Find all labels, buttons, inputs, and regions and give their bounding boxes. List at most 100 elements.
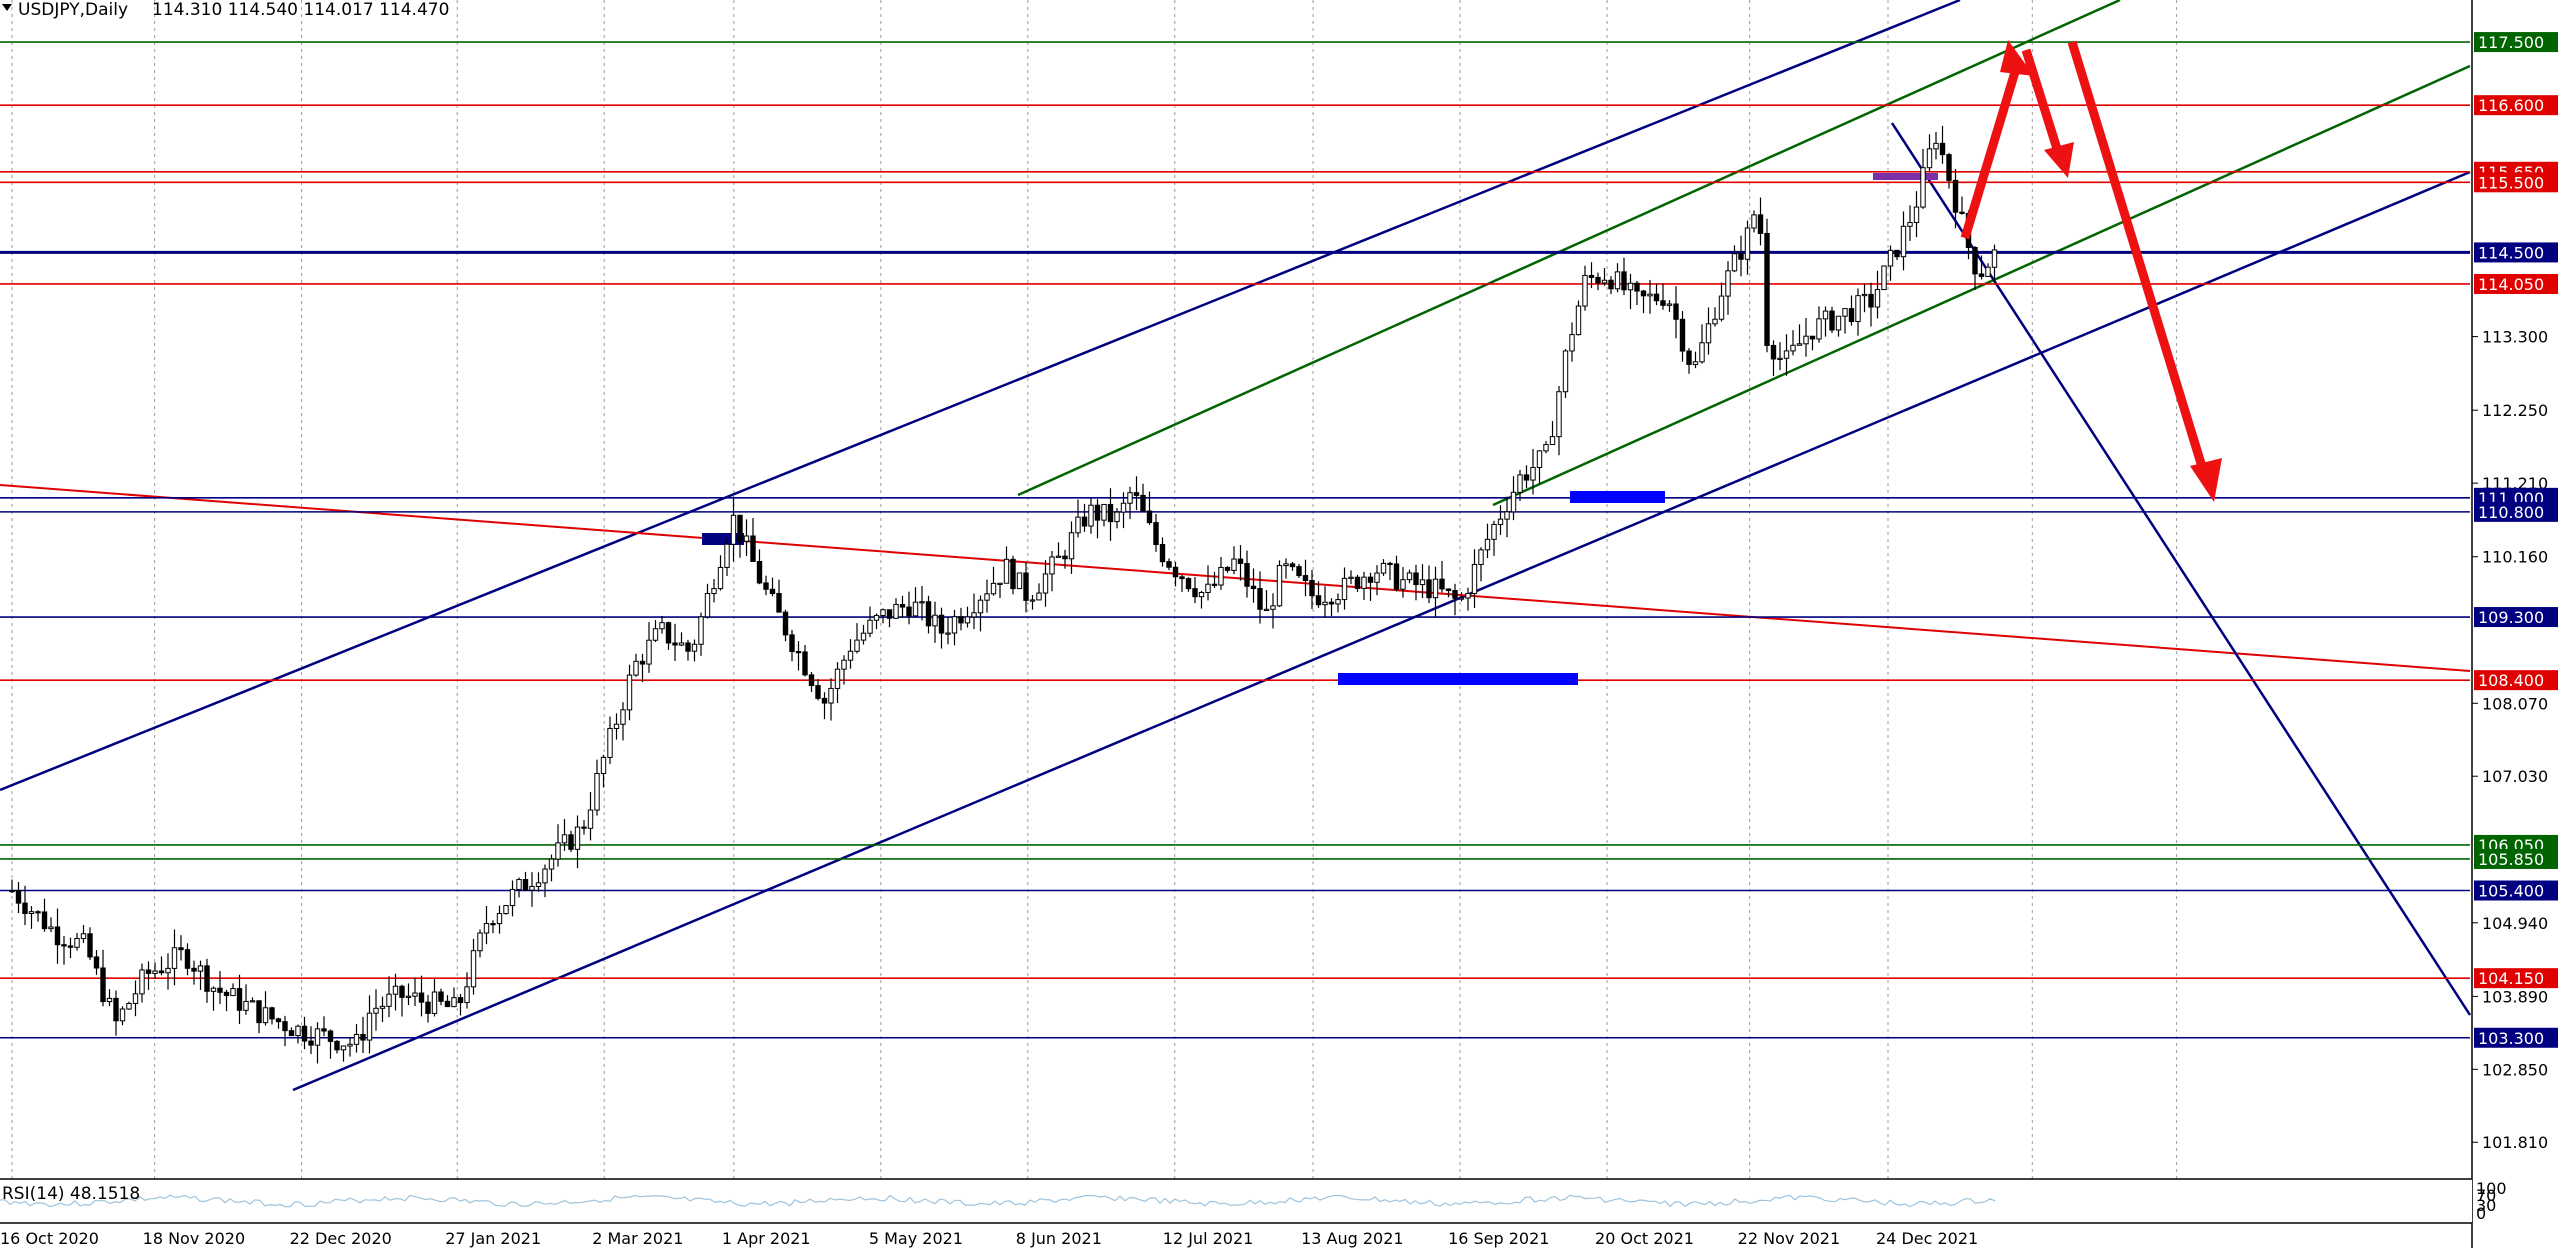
candle-body-130 bbox=[854, 639, 860, 652]
candle-body-16 bbox=[113, 997, 119, 1022]
candle-body-162 bbox=[1062, 555, 1068, 560]
candle-body-243 bbox=[1588, 274, 1595, 278]
candle-body-253 bbox=[1653, 293, 1660, 302]
candle-body-111 bbox=[730, 514, 737, 545]
candle-body-152 bbox=[997, 582, 1003, 585]
candle-body-127 bbox=[834, 668, 841, 689]
candle-body-22 bbox=[152, 970, 158, 974]
level-tag-label-12: 105.400 bbox=[2478, 882, 2544, 901]
candle-body-124 bbox=[815, 685, 821, 699]
price-tick-5: 107.030 bbox=[2482, 767, 2548, 786]
price-tick-7: 103.890 bbox=[2482, 987, 2548, 1006]
candle-body-280 bbox=[1829, 310, 1835, 331]
candle-body-24 bbox=[165, 967, 171, 974]
ohlc-values: 114.310 114.540 114.017 114.470 bbox=[152, 0, 449, 20]
arrow-up-shaft bbox=[1960, 60, 2023, 240]
candle-body-205 bbox=[1341, 577, 1348, 601]
chart-header: USDJPY,Daily 114.310 114.540 114.017 114… bbox=[2, 0, 449, 20]
date-tick-12: 22 Nov 2021 bbox=[1738, 1229, 1840, 1248]
candle-body-270 bbox=[1764, 232, 1770, 346]
navy-channel-upper bbox=[0, 0, 1961, 792]
candle-body-49 bbox=[327, 1030, 334, 1042]
candle-body-206 bbox=[1348, 576, 1354, 579]
candle-body-97 bbox=[639, 660, 646, 665]
candle-body-266 bbox=[1738, 253, 1744, 260]
rsi-tick-70: 70 bbox=[2476, 1186, 2496, 1205]
level-tag-4 bbox=[2474, 242, 2558, 263]
candle-body-296 bbox=[1933, 142, 1939, 150]
candle-body-139 bbox=[912, 601, 919, 617]
candle-body-36 bbox=[243, 1000, 249, 1011]
candle-body-110 bbox=[724, 543, 730, 568]
red-long-trendline bbox=[0, 484, 2471, 672]
candle-body-78 bbox=[516, 879, 522, 890]
candle-body-140 bbox=[919, 601, 925, 604]
candle-body-201 bbox=[1315, 595, 1322, 606]
blue-zone-aug bbox=[1338, 673, 1578, 685]
arrow-long-down-head bbox=[2190, 458, 2222, 502]
navy-channel-lower bbox=[292, 170, 2471, 1092]
candle-body-63 bbox=[418, 992, 425, 1003]
candle-body-146 bbox=[958, 616, 964, 624]
candle-body-288 bbox=[1881, 265, 1887, 291]
level-tag-label-8: 109.300 bbox=[2478, 608, 2544, 627]
candle-body-34 bbox=[230, 988, 236, 997]
candle-body-100 bbox=[659, 622, 665, 630]
candle-body-147 bbox=[964, 616, 971, 624]
candle-body-237 bbox=[1549, 436, 1556, 446]
candle-body-196 bbox=[1283, 563, 1289, 567]
level-tag-12 bbox=[2474, 880, 2558, 901]
horizontal-levels bbox=[0, 41, 2470, 1039]
candle-body-273 bbox=[1783, 350, 1790, 359]
candle-body-84 bbox=[555, 842, 561, 860]
candle-body-149 bbox=[977, 599, 984, 614]
header-dropdown-icon[interactable] bbox=[2, 4, 12, 11]
candle-body-38 bbox=[256, 1000, 262, 1024]
candle-body-96 bbox=[633, 660, 639, 676]
rsi-panel-bg bbox=[0, 1179, 2472, 1223]
level-tag-label-1: 116.600 bbox=[2478, 96, 2544, 115]
candle-body-150 bbox=[984, 593, 990, 601]
candle-body-305 bbox=[1991, 249, 1998, 268]
arrow-long-down-shaft bbox=[2067, 40, 2208, 472]
level-tag-5 bbox=[2474, 273, 2558, 294]
candle-body-33 bbox=[223, 991, 230, 997]
candle-body-242 bbox=[1582, 274, 1588, 307]
candle-body-48 bbox=[321, 1028, 327, 1032]
candle-body-259 bbox=[1692, 361, 1699, 365]
candle-body-297 bbox=[1939, 142, 1946, 156]
candle-body-165 bbox=[1081, 516, 1088, 527]
date-tick-9: 13 Aug 2021 bbox=[1301, 1229, 1404, 1248]
level-tag-label-3: 115.500 bbox=[2478, 173, 2544, 192]
candle-body-77 bbox=[509, 888, 516, 907]
candle-body-56 bbox=[373, 1007, 379, 1014]
candle-body-236 bbox=[1543, 444, 1549, 452]
candle-body-255 bbox=[1666, 303, 1673, 306]
candle-body-118 bbox=[776, 593, 782, 613]
candle-body-10 bbox=[74, 937, 80, 948]
candle-body-244 bbox=[1595, 276, 1601, 284]
candle-body-88 bbox=[581, 826, 587, 829]
candle-body-28 bbox=[191, 967, 197, 972]
level-tag-11 bbox=[2474, 848, 2558, 869]
candle-body-290 bbox=[1894, 249, 1900, 258]
candle-body-216 bbox=[1413, 572, 1419, 586]
level-price-tags: 117.500116.600115.650115.500114.500114.0… bbox=[2474, 32, 2558, 1048]
candle-body-12 bbox=[87, 933, 93, 958]
candle-body-4 bbox=[35, 911, 41, 914]
candle-body-83 bbox=[548, 858, 555, 870]
candle-body-131 bbox=[860, 632, 867, 641]
candlesticks bbox=[9, 125, 1998, 1064]
candle-body-7 bbox=[54, 926, 61, 946]
candle-body-220 bbox=[1439, 578, 1445, 590]
date-tick-2: 22 Dec 2020 bbox=[290, 1229, 392, 1248]
candle-body-264 bbox=[1725, 270, 1731, 297]
candle-body-153 bbox=[1003, 558, 1010, 584]
candle-body-283 bbox=[1848, 308, 1855, 323]
candle-body-221 bbox=[1445, 588, 1452, 592]
candle-body-247 bbox=[1614, 271, 1621, 290]
candle-body-102 bbox=[672, 642, 678, 646]
candle-body-163 bbox=[1068, 532, 1075, 560]
candle-body-45 bbox=[301, 1025, 308, 1042]
